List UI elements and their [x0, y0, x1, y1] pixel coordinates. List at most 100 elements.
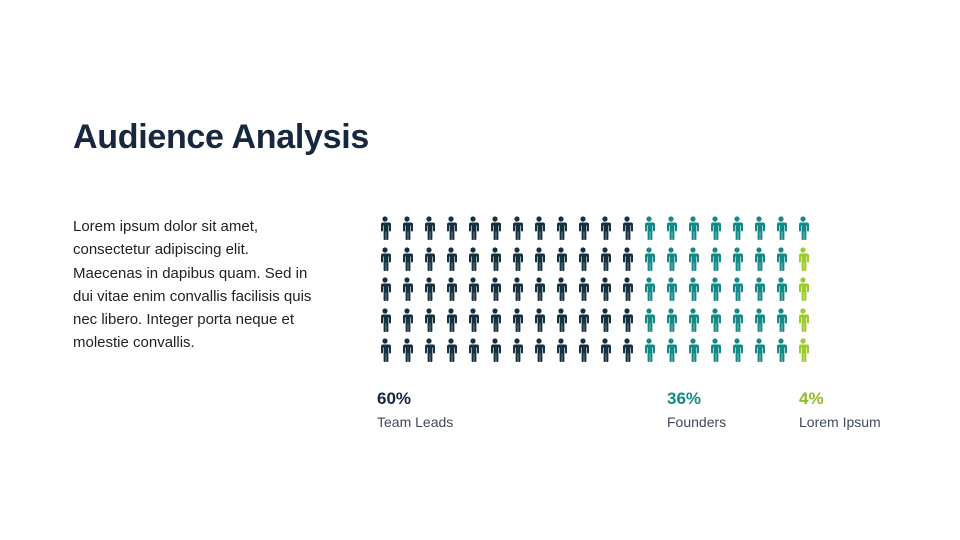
- person-icon: [733, 246, 743, 271]
- person-icon: [403, 307, 413, 332]
- person-icon: [689, 338, 699, 362]
- person-icon: [799, 277, 809, 301]
- legend-lorem-ipsum-percent: 4%: [799, 389, 824, 408]
- person-icon: [579, 307, 589, 332]
- person-icon: [381, 338, 391, 362]
- person-icon: [777, 216, 787, 240]
- legend-founders: 36% Founders: [667, 388, 726, 432]
- person-icon: [689, 216, 699, 240]
- person-icon: [381, 277, 391, 301]
- slide-title: Audience Analysis: [73, 118, 369, 156]
- person-icon: [513, 246, 523, 271]
- person-icon: [711, 246, 721, 271]
- person-icon: [447, 277, 457, 301]
- person-icon: [403, 246, 413, 271]
- person-icon: [557, 338, 567, 362]
- person-icon: [711, 338, 721, 362]
- person-icon: [601, 307, 611, 332]
- person-icon: [799, 307, 809, 332]
- legend-lorem-ipsum: 4% Lorem Ipsum: [799, 388, 881, 432]
- person-icon: [469, 277, 479, 301]
- person-icon: [777, 246, 787, 271]
- person-icon: [557, 277, 567, 301]
- person-icon: [755, 338, 765, 362]
- person-icon: [513, 216, 523, 240]
- person-icon: [623, 216, 633, 240]
- person-icon: [645, 277, 655, 301]
- person-icon: [381, 307, 391, 332]
- person-icon: [667, 307, 677, 332]
- person-icon: [645, 338, 655, 362]
- person-icon: [711, 277, 721, 301]
- person-icon: [733, 277, 743, 301]
- person-icon: [403, 216, 413, 240]
- person-icon: [623, 277, 633, 301]
- person-icon: [711, 216, 721, 240]
- pictogram-grid: [378, 216, 818, 366]
- person-icon: [601, 277, 611, 301]
- person-icon: [469, 338, 479, 362]
- person-icon: [491, 277, 501, 301]
- person-icon: [425, 246, 435, 271]
- person-icon: [425, 277, 435, 301]
- person-icon: [557, 216, 567, 240]
- legend-team-leads-label: Team Leads: [377, 414, 454, 430]
- person-icon: [381, 246, 391, 271]
- person-icon: [491, 216, 501, 240]
- person-icon: [535, 307, 545, 332]
- person-icon: [425, 307, 435, 332]
- person-icon: [777, 307, 787, 332]
- person-icon: [447, 307, 457, 332]
- person-icon: [711, 307, 721, 332]
- person-icon: [623, 246, 633, 271]
- person-icon: [601, 338, 611, 362]
- person-icon: [777, 338, 787, 362]
- person-icon: [469, 216, 479, 240]
- person-icon: [513, 338, 523, 362]
- person-icon: [513, 277, 523, 301]
- person-icon: [491, 246, 501, 271]
- person-icon: [623, 338, 633, 362]
- person-icon: [799, 216, 809, 240]
- person-icon: [491, 338, 501, 362]
- person-icon: [645, 307, 655, 332]
- person-icon: [755, 277, 765, 301]
- person-icon: [755, 246, 765, 271]
- person-icon: [799, 338, 809, 362]
- person-icon: [381, 216, 391, 240]
- person-icon: [447, 216, 457, 240]
- person-icon: [777, 277, 787, 301]
- legend-lorem-ipsum-label: Lorem Ipsum: [799, 414, 881, 430]
- person-icon: [645, 246, 655, 271]
- person-icon: [557, 246, 567, 271]
- person-icon: [645, 216, 655, 240]
- person-icon: [447, 338, 457, 362]
- person-icon: [491, 307, 501, 332]
- person-icon: [425, 216, 435, 240]
- legend-team-leads: 60% Team Leads: [377, 388, 453, 432]
- person-icon: [469, 307, 479, 332]
- legend-founders-label: Founders: [667, 414, 727, 430]
- person-icon: [689, 246, 699, 271]
- person-icon: [667, 338, 677, 362]
- person-icon: [579, 277, 589, 301]
- person-icon: [667, 277, 677, 301]
- person-icon: [601, 216, 611, 240]
- person-icon: [557, 307, 567, 332]
- person-icon: [469, 246, 479, 271]
- person-icon: [601, 246, 611, 271]
- person-icon: [755, 216, 765, 240]
- person-icon: [579, 338, 589, 362]
- person-icon: [535, 216, 545, 240]
- person-icon: [535, 246, 545, 271]
- person-icon: [425, 338, 435, 362]
- person-icon: [667, 246, 677, 271]
- person-icon: [689, 307, 699, 332]
- person-icon: [733, 216, 743, 240]
- person-icon: [579, 246, 589, 271]
- person-icon: [403, 338, 413, 362]
- person-icon: [667, 216, 677, 240]
- person-icon: [447, 246, 457, 271]
- person-icon: [733, 307, 743, 332]
- person-icon: [535, 338, 545, 362]
